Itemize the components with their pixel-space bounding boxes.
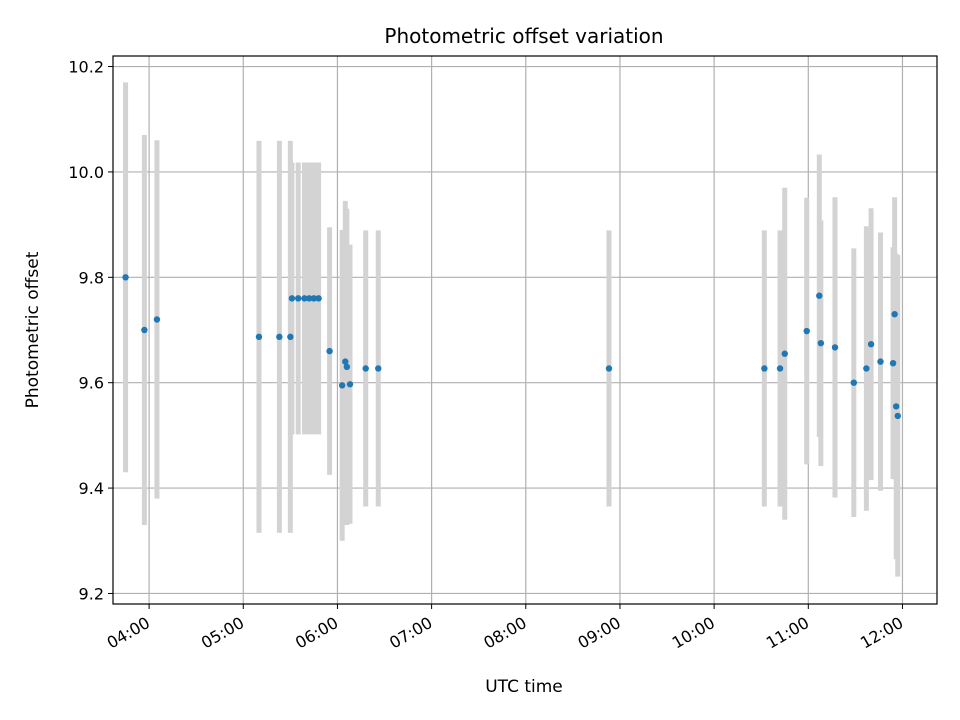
- data-point: [305, 295, 313, 302]
- y-tick-label: 9.6: [79, 374, 104, 393]
- data-points: [122, 274, 901, 420]
- data-point: [831, 344, 839, 351]
- data-point: [310, 295, 318, 302]
- data-point: [761, 365, 768, 372]
- data-point: [326, 347, 333, 355]
- data-point: [892, 403, 900, 410]
- y-tick-label: 9.2: [79, 584, 104, 603]
- data-point: [301, 295, 308, 302]
- data-point: [342, 358, 349, 365]
- data-point: [295, 295, 302, 302]
- data-point: [346, 381, 354, 388]
- data-point: [375, 365, 382, 372]
- data-point: [276, 333, 283, 341]
- data-point: [863, 365, 870, 372]
- data-point: [122, 274, 129, 281]
- y-tick-label: 9.8: [79, 268, 104, 287]
- data-point: [153, 316, 161, 323]
- data-point: [141, 326, 148, 334]
- data-point: [343, 363, 351, 371]
- y-tick-label: 10.2: [68, 58, 104, 77]
- data-point: [877, 358, 884, 365]
- data-point: [287, 333, 294, 341]
- data-point: [315, 295, 322, 302]
- data-point: [867, 341, 875, 348]
- data-point: [894, 412, 901, 420]
- y-tick-label: 9.4: [79, 479, 104, 498]
- data-point: [605, 365, 613, 372]
- data-point: [362, 365, 369, 372]
- y-tick-label: 10.0: [68, 163, 104, 182]
- data-point: [816, 292, 823, 299]
- chart-title: Photometric offset variation: [384, 24, 663, 48]
- data-point: [338, 382, 346, 389]
- data-point: [803, 327, 810, 335]
- data-point: [889, 359, 897, 367]
- plot-frame: [112, 55, 938, 605]
- data-point: [781, 350, 788, 357]
- data-point: [255, 333, 263, 341]
- data-point: [850, 379, 858, 386]
- y-axis-title: Photometric offset: [23, 251, 43, 408]
- data-point: [288, 295, 296, 302]
- grid-lines: [113, 56, 937, 604]
- data-point: [776, 365, 784, 372]
- x-axis-title: UTC time: [485, 677, 563, 697]
- data-point: [891, 310, 898, 318]
- data-point: [817, 339, 825, 347]
